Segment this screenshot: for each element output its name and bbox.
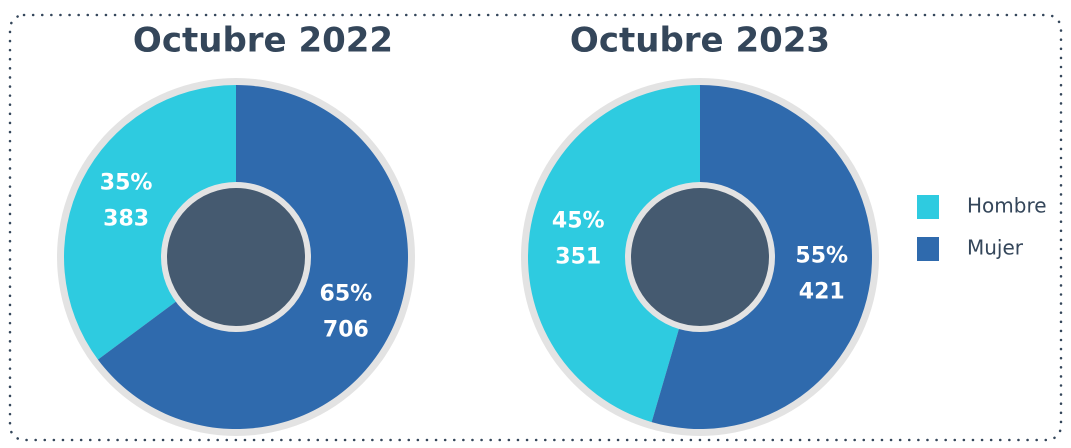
legend-swatch <box>917 237 939 261</box>
value-label: 351 <box>555 245 601 270</box>
chart-title: Octubre 2023 <box>570 21 830 61</box>
share-label: 55% <box>795 243 848 268</box>
chart-title: Octubre 2022 <box>133 21 393 61</box>
donut-hole <box>161 182 311 332</box>
value-label: 421 <box>799 279 845 304</box>
share-label: 65% <box>320 281 373 306</box>
dotted-frame <box>8 13 1063 442</box>
pie-slice <box>528 85 700 423</box>
legend-swatch <box>917 195 939 219</box>
value-label: 706 <box>323 317 369 342</box>
value-label: 383 <box>103 207 149 232</box>
share-label: 35% <box>100 171 153 196</box>
legend-label: Mujer <box>967 236 1024 260</box>
legend-label: Hombre <box>967 194 1047 218</box>
pie-slice <box>63 85 236 360</box>
donut-hole <box>625 182 775 332</box>
share-label: 45% <box>552 209 605 234</box>
